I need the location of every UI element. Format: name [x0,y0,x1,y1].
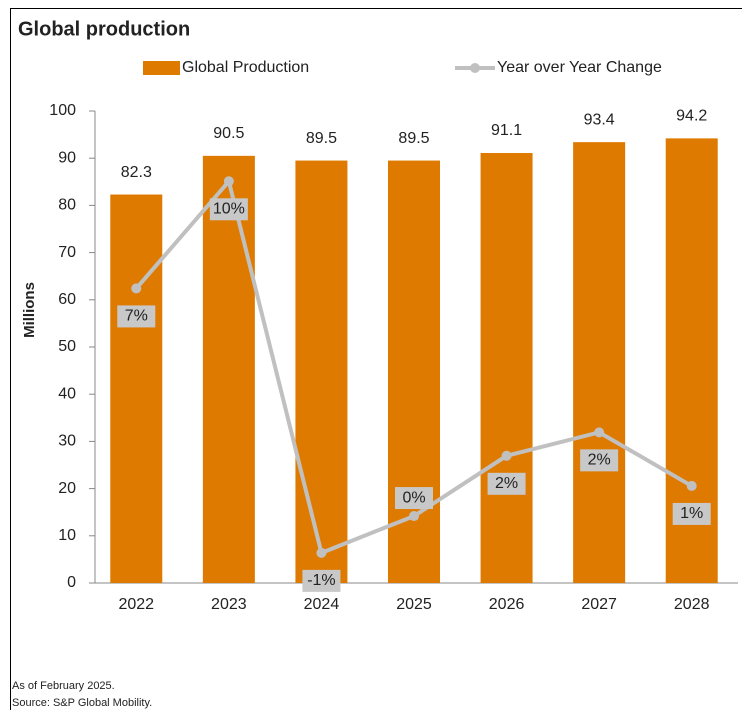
x-tick-label: 2028 [674,596,710,613]
line-value-label: -1% [307,572,335,589]
x-tick-label: 2023 [211,596,247,613]
bar-value-label: 90.5 [213,125,244,142]
legend-label: Global Production [182,59,309,76]
y-tick-label: 60 [58,291,76,308]
value-label-box [209,198,248,221]
y-tick-label: 90 [58,149,76,166]
line-point [223,176,234,187]
line-point [409,511,419,522]
x-tick-label: 2022 [118,596,154,613]
legend-swatch [143,61,180,75]
line-value-label: 2% [495,475,518,492]
bar-value-label: 93.4 [584,111,615,128]
x-tick-label: 2026 [489,596,525,613]
y-axis-label: Millions [21,282,38,338]
line-point [501,450,512,461]
line-point [594,427,605,438]
line-value-label: 0% [402,489,425,506]
y-tick-label: 10 [58,527,76,544]
value-label-box [117,305,156,328]
x-tick-label: 2025 [396,596,432,613]
line-point [131,283,142,294]
bar-value-label: 82.3 [121,164,152,181]
bar [295,160,348,583]
bar [202,155,255,583]
y-tick-label: 80 [58,197,76,214]
x-tick-label: 2024 [304,596,340,613]
frame [10,8,742,710]
value-label-box [487,472,526,495]
bar [573,142,626,584]
value-label-box [580,449,619,472]
bar [480,153,533,583]
chart-title: Global production [18,18,190,40]
value-label-box [395,487,433,510]
legend-label: Year over Year Change [497,59,662,76]
line-point [316,547,327,558]
bar-value-label: 89.5 [306,130,337,147]
y-tick-label: 0 [67,574,76,591]
line-value-label: 10% [213,201,245,218]
line-value-label: 2% [588,452,611,469]
bar [110,194,163,583]
line-value-label: 7% [125,308,148,325]
value-label-box [672,502,711,525]
legend-swatch [470,63,480,73]
y-tick-label: 30 [58,433,76,450]
note: Source: S&P Global Mobility. [12,697,152,709]
x-tick-label: 2027 [581,596,617,613]
value-label-box [302,569,341,592]
line-point [686,480,697,491]
bar-value-label: 91.1 [491,122,522,139]
line-value-label: 1% [680,505,703,522]
y-tick-label: 50 [58,338,76,355]
y-tick-label: 100 [49,102,76,119]
bar-value-label: 89.5 [398,130,429,147]
y-tick-label: 40 [58,385,76,402]
note: As of February 2025. [12,680,115,692]
bar-value-label: 94.2 [676,108,707,125]
y-tick-label: 70 [58,244,76,261]
y-tick-label: 20 [58,480,76,497]
